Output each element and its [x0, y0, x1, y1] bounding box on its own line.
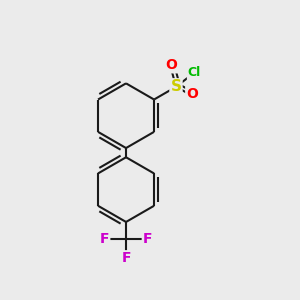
Text: S: S — [170, 79, 182, 94]
Text: F: F — [100, 232, 109, 246]
Text: O: O — [186, 87, 198, 101]
Text: Cl: Cl — [188, 67, 201, 80]
Text: F: F — [143, 232, 152, 246]
Text: F: F — [121, 251, 131, 265]
Text: O: O — [165, 58, 177, 72]
